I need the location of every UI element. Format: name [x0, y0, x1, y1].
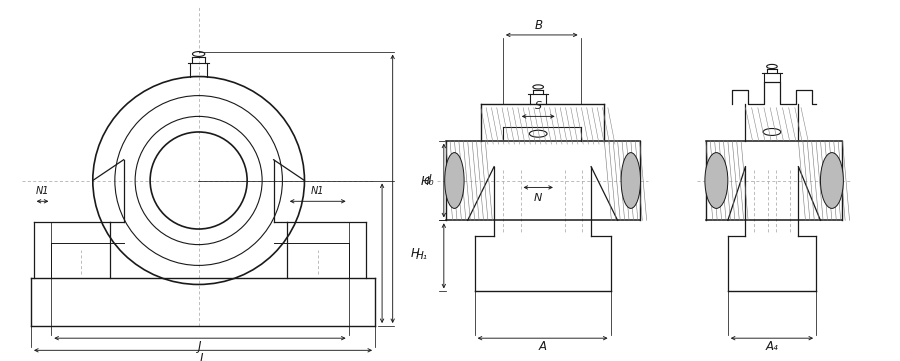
- Text: N1: N1: [36, 186, 50, 196]
- Text: H₀: H₀: [421, 175, 435, 188]
- Text: J: J: [198, 340, 202, 353]
- Ellipse shape: [705, 153, 728, 208]
- Text: N: N: [534, 193, 543, 203]
- Ellipse shape: [621, 153, 641, 208]
- Text: A: A: [538, 340, 546, 353]
- Ellipse shape: [445, 153, 464, 208]
- Text: B: B: [535, 19, 542, 32]
- Ellipse shape: [821, 153, 843, 208]
- Text: H: H: [410, 247, 419, 260]
- Text: S: S: [535, 101, 542, 111]
- Text: H₁: H₁: [416, 251, 428, 261]
- Text: L: L: [200, 352, 206, 361]
- Text: N1: N1: [311, 186, 324, 196]
- Text: d: d: [423, 174, 430, 187]
- Text: A₄: A₄: [766, 340, 778, 353]
